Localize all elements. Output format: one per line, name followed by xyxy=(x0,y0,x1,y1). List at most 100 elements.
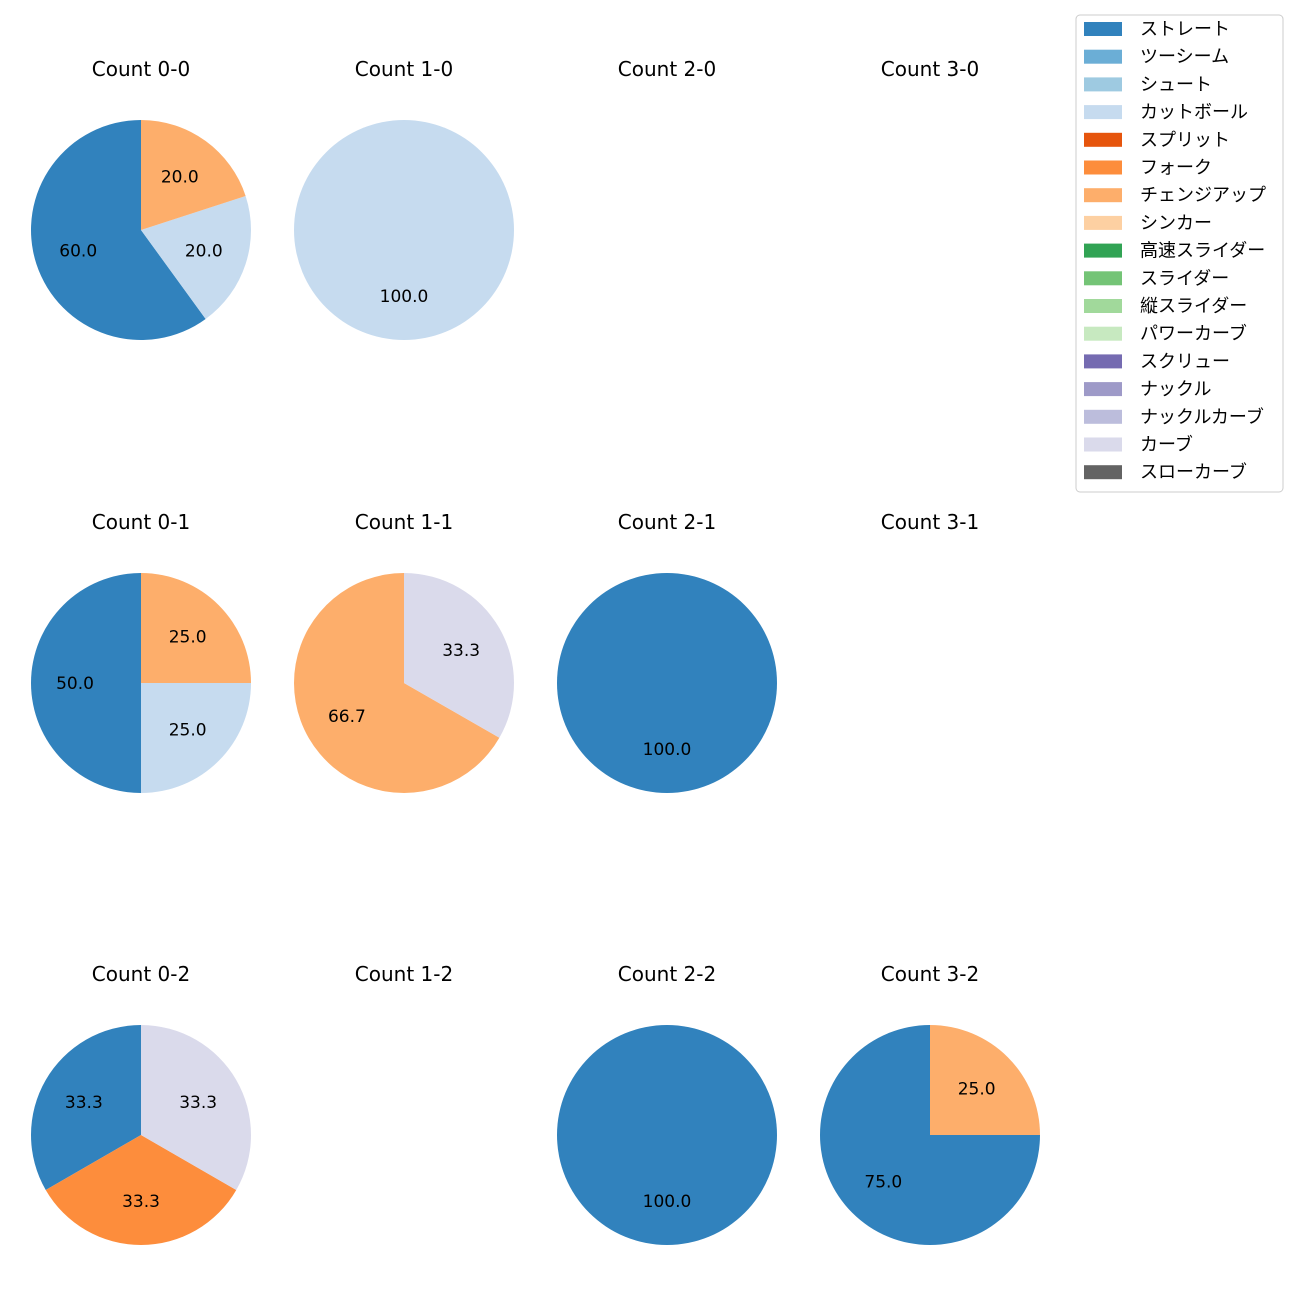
pct-label: 60.0 xyxy=(59,241,97,261)
legend-item: スプリット xyxy=(1084,130,1230,151)
legend-swatch xyxy=(1084,437,1122,452)
pie-title: Count 2-1 xyxy=(618,510,716,534)
pie-title: Count 3-2 xyxy=(881,962,979,986)
pie-panel: Count 0-1 50.0 25.0 25.0 xyxy=(31,510,251,793)
legend-swatch xyxy=(1084,215,1122,230)
legend-swatch xyxy=(1084,409,1122,424)
pie-slice xyxy=(31,1025,141,1190)
legend-swatch xyxy=(1084,160,1122,175)
pie-slice xyxy=(557,573,777,793)
legend-item: チェンジアップ xyxy=(1084,185,1266,206)
legend-frame xyxy=(1075,14,1284,493)
legend-label: パワーカーブ xyxy=(1140,323,1247,345)
legend-item: カーブ xyxy=(1084,434,1193,456)
legend-swatch xyxy=(1084,354,1122,369)
legend-item: カットボール xyxy=(1084,102,1248,123)
pct-label: 50.0 xyxy=(56,674,94,694)
pie-slice xyxy=(141,196,251,319)
legend-label: ストレート xyxy=(1140,19,1230,40)
pct-label: 20.0 xyxy=(161,168,199,188)
pie-slice xyxy=(141,1025,251,1190)
pct-label: 33.3 xyxy=(442,641,480,661)
legend-label: ナックルカーブ xyxy=(1140,406,1264,428)
legend-label: カーブ xyxy=(1140,434,1193,456)
legend-swatch xyxy=(1084,105,1122,120)
legend-label: チェンジアップ xyxy=(1140,185,1266,206)
legend-label: スローカーブ xyxy=(1140,461,1247,483)
legend-item: スローカーブ xyxy=(1084,461,1247,483)
legend-label: スライダー xyxy=(1140,268,1229,289)
pie-slice xyxy=(45,1135,237,1245)
pie-panel: Count 0-2 33.3 33.3 33.3 xyxy=(31,962,251,1245)
legend-item: 高速スライダー xyxy=(1084,241,1265,262)
legend-swatch xyxy=(1084,271,1122,286)
pct-label: 100.0 xyxy=(643,740,692,760)
legend-item: ストレート xyxy=(1084,19,1230,40)
legend-item: スクリュー xyxy=(1084,351,1230,372)
pct-label: 75.0 xyxy=(864,1173,902,1193)
pie-title: Count 3-0 xyxy=(881,57,979,81)
legend-item: パワーカーブ xyxy=(1084,323,1247,345)
pie-title: Count 0-1 xyxy=(92,510,190,534)
pie-slice xyxy=(557,1025,777,1245)
legend-swatch xyxy=(1084,465,1122,480)
pie-title: Count 0-0 xyxy=(92,57,190,81)
pie-panel: Count 1-2 xyxy=(355,962,453,986)
pct-label: 25.0 xyxy=(169,721,207,741)
pct-label: 66.7 xyxy=(328,707,366,727)
pct-label: 33.3 xyxy=(179,1093,217,1113)
pie-title: Count 2-2 xyxy=(618,962,716,986)
pie-slice xyxy=(293,573,500,793)
legend-item: シュート xyxy=(1084,74,1212,95)
legend-label: ツーシーム xyxy=(1140,47,1229,68)
pct-label: 33.3 xyxy=(122,1192,160,1212)
legend-swatch xyxy=(1084,77,1122,92)
legend-item: ナックルカーブ xyxy=(1084,406,1264,428)
legend-swatch xyxy=(1084,382,1122,397)
legend-label: フォーク xyxy=(1140,158,1212,179)
pie-panel: Count 0-0 60.0 20.0 20.0 xyxy=(31,57,251,340)
pie-slice xyxy=(31,120,206,340)
pie-slice xyxy=(294,120,514,340)
pie-slice xyxy=(141,120,246,230)
legend-swatch xyxy=(1084,243,1122,258)
pie-slice xyxy=(141,683,251,793)
legend-item: ナックル xyxy=(1084,379,1211,400)
legend-swatch xyxy=(1084,132,1122,147)
pie-panel: Count 3-1 xyxy=(881,510,979,534)
legend-label: スプリット xyxy=(1140,130,1230,151)
legend-label: 高速スライダー xyxy=(1140,241,1265,262)
pie-title: Count 1-2 xyxy=(355,962,453,986)
pct-label: 25.0 xyxy=(169,627,207,647)
legend-item: フォーク xyxy=(1084,158,1212,179)
legend-item: スライダー xyxy=(1084,268,1229,289)
legend-swatch xyxy=(1084,326,1122,341)
pie-title: Count 1-1 xyxy=(355,510,453,534)
legend-label: シンカー xyxy=(1140,213,1212,234)
pie-slice xyxy=(404,573,514,738)
legend-item: 縦スライダー xyxy=(1084,296,1247,317)
pie-slice xyxy=(31,573,141,793)
pie-title: Count 0-2 xyxy=(92,962,190,986)
legend-swatch xyxy=(1084,22,1122,36)
pie-panel: Count 1-0 100.0 xyxy=(294,57,514,340)
legend-swatch xyxy=(1084,188,1122,203)
legend-item: ツーシーム xyxy=(1084,47,1229,68)
pie-panel: Count 3-0 xyxy=(881,57,979,81)
legend-label: スクリュー xyxy=(1140,351,1230,372)
pie-title: Count 3-1 xyxy=(881,510,979,534)
legend-item: シンカー xyxy=(1084,213,1212,234)
legend-label: シュート xyxy=(1140,74,1212,95)
pct-label: 20.0 xyxy=(185,241,223,261)
pie-title: Count 2-0 xyxy=(618,57,716,81)
pct-label: 100.0 xyxy=(643,1192,692,1212)
legend-swatch xyxy=(1084,49,1122,64)
pie-panel: Count 2-2 100.0 xyxy=(557,962,777,1245)
pct-label: 33.3 xyxy=(65,1093,103,1113)
legend-label: 縦スライダー xyxy=(1140,296,1247,317)
pie-slice xyxy=(930,1025,1040,1135)
pie-panel: Count 2-1 100.0 xyxy=(557,510,777,793)
pct-label: 100.0 xyxy=(380,287,429,307)
